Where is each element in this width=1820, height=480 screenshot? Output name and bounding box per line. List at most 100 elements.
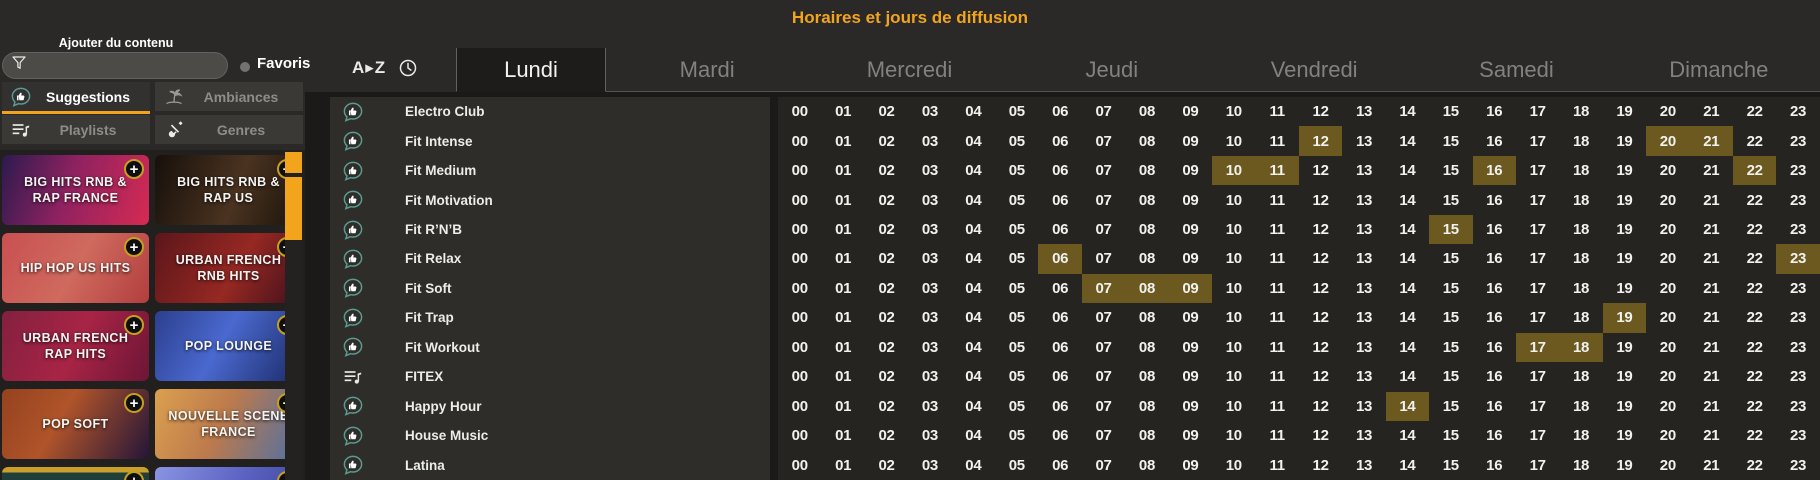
hour-cell[interactable]: 08 xyxy=(1138,162,1155,180)
hour-cell[interactable]: 22 xyxy=(1746,397,1763,415)
hour-cell[interactable]: 10 xyxy=(1225,103,1242,121)
hour-cell[interactable]: 02 xyxy=(878,250,895,268)
hour-cell[interactable]: 13 xyxy=(1355,162,1373,180)
sidebar-tab-ambiances[interactable]: Ambiances xyxy=(155,82,303,111)
hour-cell[interactable]: 00 xyxy=(791,250,808,268)
hour-cell[interactable]: 23 xyxy=(1790,338,1807,356)
hour-cell[interactable]: 16 xyxy=(1486,397,1503,415)
hour-cell[interactable]: 07 xyxy=(1095,250,1112,268)
hour-cell[interactable]: 00 xyxy=(791,368,808,386)
hour-cell[interactable]: 05 xyxy=(1008,250,1025,268)
hour-cell[interactable]: 21 xyxy=(1703,427,1720,445)
hour-cell[interactable]: 12 xyxy=(1312,221,1329,239)
hour-cell[interactable]: 03 xyxy=(921,368,938,386)
hour-cell[interactable]: 23 xyxy=(1776,244,1820,274)
hour-cell[interactable]: 19 xyxy=(1616,162,1633,180)
hour-cell[interactable]: 18 xyxy=(1572,368,1590,386)
hour-cell[interactable]: 03 xyxy=(921,191,938,209)
hour-cell[interactable]: 19 xyxy=(1602,303,1647,333)
hour-cell[interactable]: 08 xyxy=(1138,191,1155,209)
hour-cell[interactable]: 04 xyxy=(965,427,982,445)
hour-cell[interactable]: 18 xyxy=(1572,309,1590,327)
hour-cell[interactable]: 09 xyxy=(1182,456,1199,474)
hour-cell[interactable]: 10 xyxy=(1225,338,1242,356)
hour-cell[interactable]: 02 xyxy=(878,397,895,415)
hour-cell[interactable]: 23 xyxy=(1790,132,1807,150)
hour-cell[interactable]: 16 xyxy=(1486,103,1503,121)
channel-row[interactable]: Fit Motivation xyxy=(330,185,770,214)
hour-cell[interactable]: 05 xyxy=(1008,309,1025,327)
hour-cell[interactable]: 08 xyxy=(1138,309,1155,327)
hour-cell[interactable]: 07 xyxy=(1095,132,1112,150)
hour-cell[interactable]: 00 xyxy=(791,397,808,415)
content-tile[interactable]: POP SOFT + xyxy=(2,389,149,459)
hour-cell[interactable]: 07 xyxy=(1095,427,1112,445)
hour-cell[interactable]: 15 xyxy=(1442,427,1459,445)
hour-cell[interactable]: 19 xyxy=(1616,221,1633,239)
filter-input[interactable] xyxy=(28,57,227,74)
hour-cell[interactable]: 10 xyxy=(1225,427,1242,445)
channel-row[interactable]: Fit Soft xyxy=(330,274,770,303)
hour-cell[interactable]: 23 xyxy=(1790,456,1807,474)
hour-cell[interactable]: 17 xyxy=(1529,132,1546,150)
day-tab-mercredi[interactable]: Mercredi xyxy=(808,48,1011,92)
hour-cell[interactable]: 18 xyxy=(1572,191,1590,209)
hour-cell[interactable]: 21 xyxy=(1703,221,1720,239)
hour-cell[interactable]: 03 xyxy=(921,221,938,239)
hour-cell[interactable]: 18 xyxy=(1572,221,1590,239)
hour-cell[interactable]: 01 xyxy=(835,250,852,268)
hour-cell[interactable]: 11 xyxy=(1269,221,1286,239)
hour-cell[interactable]: 14 xyxy=(1399,191,1416,209)
hour-cell[interactable]: 11 xyxy=(1269,132,1286,150)
hour-cell[interactable]: 08 xyxy=(1138,132,1155,150)
hour-cell[interactable]: 21 xyxy=(1703,103,1720,121)
hour-cell[interactable]: 23 xyxy=(1790,103,1807,121)
hour-cell[interactable]: 23 xyxy=(1790,309,1807,327)
hour-cell[interactable]: 21 xyxy=(1703,191,1720,209)
hour-cell[interactable]: 11 xyxy=(1269,456,1286,474)
hour-cell[interactable]: 19 xyxy=(1616,368,1633,386)
hour-cell[interactable]: 18 xyxy=(1572,279,1590,297)
hour-cell[interactable]: 21 xyxy=(1703,397,1720,415)
hour-cell[interactable]: 07 xyxy=(1095,309,1112,327)
add-icon[interactable]: + xyxy=(124,393,144,413)
hour-cell[interactable]: 06 xyxy=(1052,191,1069,209)
hour-cell[interactable]: 08 xyxy=(1138,103,1155,121)
hour-cell[interactable]: 00 xyxy=(791,132,808,150)
hour-cell[interactable]: 23 xyxy=(1790,162,1807,180)
hour-cell[interactable]: 04 xyxy=(965,221,982,239)
hour-cell[interactable]: 15 xyxy=(1442,338,1459,356)
hour-cell[interactable]: 09 xyxy=(1182,191,1199,209)
hour-cell[interactable]: 05 xyxy=(1008,191,1025,209)
hour-cell[interactable]: 13 xyxy=(1355,250,1373,268)
hour-cell[interactable]: 08 xyxy=(1138,427,1155,445)
content-tile[interactable]: HIP HOP US HITS + xyxy=(2,233,149,303)
hour-cell[interactable]: 01 xyxy=(835,279,852,297)
hour-cell[interactable]: 14 xyxy=(1399,338,1416,356)
hour-cell[interactable]: 14 xyxy=(1399,368,1416,386)
add-icon[interactable]: + xyxy=(124,237,144,257)
hour-cell[interactable]: 05 xyxy=(1008,132,1025,150)
hour-cell[interactable]: 02 xyxy=(878,279,895,297)
hour-cell[interactable]: 15 xyxy=(1442,103,1459,121)
hour-cell[interactable]: 10 xyxy=(1225,132,1242,150)
add-icon[interactable]: + xyxy=(124,315,144,335)
hour-cell[interactable]: 08 xyxy=(1138,456,1155,474)
hour-cell[interactable]: 15 xyxy=(1442,397,1459,415)
hour-cell[interactable]: 03 xyxy=(921,338,938,356)
hour-cell[interactable]: 05 xyxy=(1008,338,1025,356)
hour-cell[interactable]: 10 xyxy=(1225,309,1242,327)
hour-cell[interactable]: 02 xyxy=(878,338,895,356)
hour-cell[interactable]: 08 xyxy=(1138,250,1155,268)
sidebar-scrollbar[interactable] xyxy=(285,150,302,480)
hour-cell[interactable]: 09 xyxy=(1182,427,1199,445)
hour-cell[interactable]: 00 xyxy=(791,279,808,297)
hour-cell[interactable]: 09 xyxy=(1182,162,1199,180)
hour-cell[interactable]: 12 xyxy=(1312,162,1329,180)
hour-cell[interactable]: 01 xyxy=(835,456,852,474)
hour-cell[interactable]: 01 xyxy=(835,427,852,445)
hour-cell[interactable]: 17 xyxy=(1529,103,1546,121)
hour-cell[interactable]: 11 xyxy=(1255,155,1299,186)
hour-cell[interactable]: 13 xyxy=(1355,103,1373,121)
hour-cell[interactable]: 06 xyxy=(1052,103,1069,121)
